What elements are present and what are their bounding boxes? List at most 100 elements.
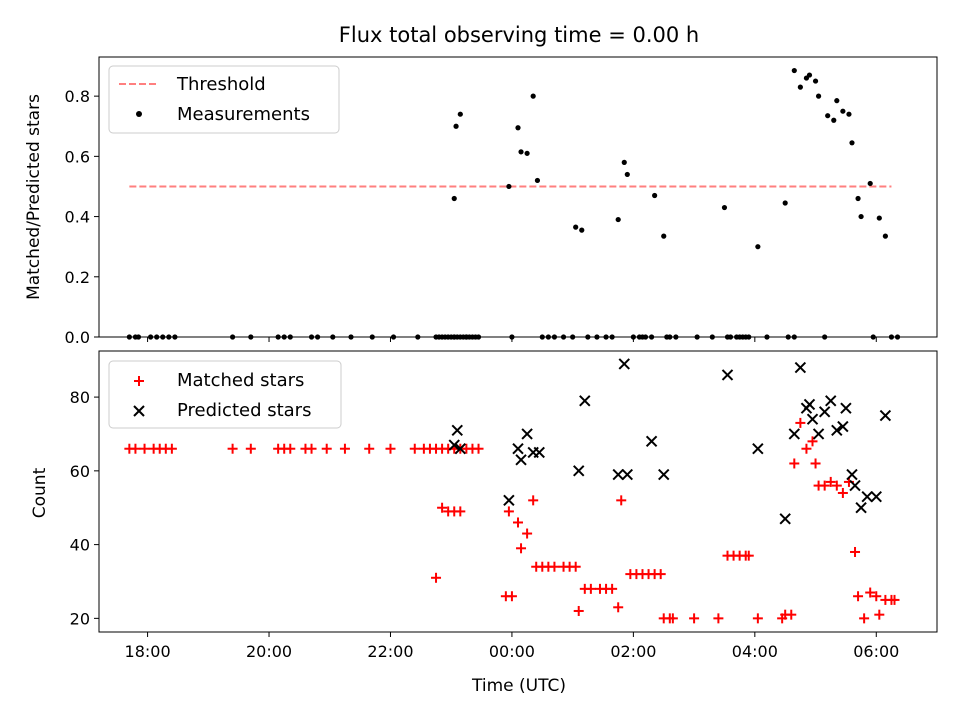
data-point — [889, 594, 900, 605]
data-point — [806, 413, 819, 425]
data-point — [455, 506, 466, 517]
data-point — [521, 428, 533, 440]
series-matched-stars — [124, 417, 900, 624]
y-tick-label: 40 — [70, 536, 90, 555]
y-tick-label: 80 — [70, 388, 90, 407]
data-point — [512, 443, 524, 455]
series-measurements — [126, 67, 901, 340]
predicted-legend-swatch — [133, 405, 145, 417]
x-tick-label: 04:00 — [732, 642, 778, 661]
data-point — [782, 200, 788, 206]
data-point — [846, 111, 852, 117]
bottom-plot-area — [124, 358, 900, 624]
data-point — [788, 428, 801, 440]
data-point — [846, 468, 858, 481]
data-point — [855, 502, 867, 514]
data-point — [797, 84, 803, 90]
data-point — [573, 224, 579, 230]
measurements-legend-swatch — [136, 111, 142, 117]
data-point — [573, 605, 584, 616]
data-point — [624, 171, 630, 178]
data-point — [409, 443, 420, 454]
data-point — [849, 140, 855, 146]
data-point — [528, 495, 539, 506]
x-tick-label: 06:00 — [853, 642, 899, 661]
data-point — [815, 93, 822, 99]
data-point — [786, 609, 797, 620]
data-point — [655, 569, 666, 580]
data-point — [533, 446, 545, 459]
data-point — [859, 613, 870, 624]
data-point — [858, 213, 864, 220]
data-point — [503, 506, 514, 517]
top-legend: Threshold Measurements — [108, 65, 340, 134]
data-point — [245, 443, 256, 454]
data-point — [522, 528, 533, 539]
data-point — [516, 543, 527, 554]
data-point — [752, 443, 764, 455]
data-point — [874, 609, 885, 620]
data-point — [570, 561, 581, 572]
data-point — [834, 98, 840, 104]
bottom-legend-frame — [108, 360, 342, 429]
data-point — [812, 428, 825, 440]
data-point — [806, 72, 813, 78]
x-tick-label: 18:00 — [125, 642, 171, 661]
data-point — [451, 424, 463, 436]
data-point — [573, 465, 585, 477]
series-predicted-stars — [448, 358, 892, 525]
data-point — [855, 195, 861, 202]
data-point — [385, 443, 396, 454]
data-point — [585, 583, 596, 594]
data-point — [451, 195, 457, 202]
matched-legend-swatch — [134, 376, 144, 386]
data-point — [801, 443, 812, 454]
data-point — [803, 398, 816, 411]
data-point — [819, 480, 830, 491]
chart-title: Flux total observing time = 0.00 h — [339, 23, 699, 47]
data-point — [515, 125, 521, 131]
data-point — [616, 495, 627, 506]
data-point — [506, 591, 517, 602]
data-point — [652, 192, 658, 199]
data-point — [825, 476, 836, 487]
data-point — [667, 613, 678, 624]
data-point — [721, 204, 728, 211]
data-point — [879, 409, 892, 422]
data-point — [473, 443, 484, 454]
data-point — [850, 546, 861, 557]
data-point — [876, 215, 882, 221]
data-point — [755, 244, 761, 250]
x-tick-label: 20:00 — [246, 642, 292, 661]
data-point — [713, 613, 724, 624]
data-point — [524, 150, 530, 156]
data-point — [549, 561, 560, 572]
data-point — [448, 439, 460, 451]
data-point — [831, 117, 837, 123]
data-point — [721, 369, 734, 381]
data-point — [812, 78, 819, 84]
data-point — [818, 406, 831, 418]
data-point — [882, 233, 888, 239]
data-point — [689, 613, 700, 624]
data-point — [518, 149, 524, 155]
data-point — [431, 572, 442, 583]
data-point — [579, 395, 591, 407]
data-point — [503, 494, 515, 507]
data-point — [825, 113, 831, 119]
data-point — [285, 443, 296, 454]
data-point — [837, 420, 849, 433]
data-point — [794, 361, 807, 374]
data-point — [840, 108, 846, 114]
data-point — [454, 443, 467, 455]
data-point — [579, 227, 585, 233]
data-point — [661, 233, 667, 239]
y-tick-label: 0.2 — [65, 268, 90, 287]
x-axis-label: Time (UTC) — [471, 676, 566, 696]
data-point — [867, 180, 873, 187]
bottom-legend: Matched stars Predicted stars — [108, 360, 342, 429]
y-tick-label: 0.4 — [65, 208, 90, 227]
data-point — [807, 436, 818, 447]
y-tick-label: 20 — [70, 609, 90, 628]
data-point — [139, 443, 150, 454]
